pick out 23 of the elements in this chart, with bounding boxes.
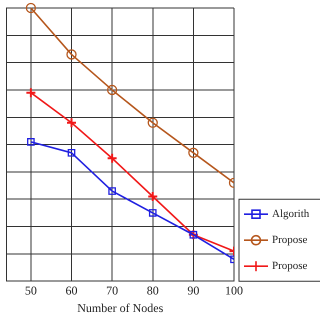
point: [108, 187, 116, 195]
x-tick-label: 80: [146, 284, 159, 298]
point: [27, 138, 35, 146]
point: [66, 49, 77, 60]
x-axis-title: Number of Nodes: [77, 300, 164, 315]
point: [25, 87, 36, 98]
x-tick-label: 60: [66, 284, 78, 298]
x-tick-label: 50: [24, 284, 37, 298]
x-tick-label: 70: [106, 284, 118, 298]
point: [66, 117, 77, 128]
point: [106, 152, 118, 164]
legend-label: Propose: [272, 260, 308, 272]
point: [26, 2, 36, 14]
point: [148, 118, 158, 128]
x-tick-label: 90: [187, 284, 200, 298]
legend-label: Algorith: [272, 208, 310, 220]
point: [106, 84, 118, 96]
legend-label: Propose: [272, 234, 308, 246]
x-tick-label: 100: [225, 284, 243, 298]
point: [147, 191, 158, 202]
point: [188, 148, 199, 158]
point: [68, 148, 76, 157]
point: [148, 209, 157, 217]
